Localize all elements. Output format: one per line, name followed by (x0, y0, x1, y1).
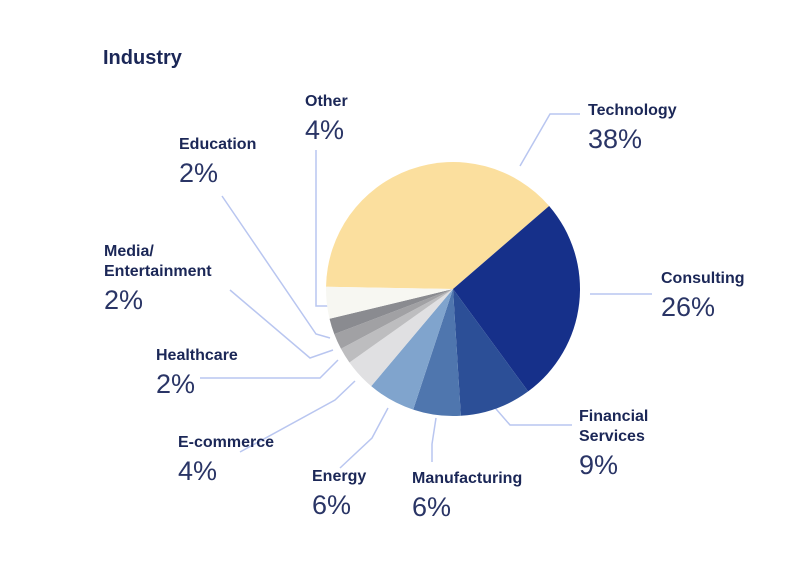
pie-slice-technology (326, 161, 550, 289)
label-consulting: Consulting 26% (661, 269, 745, 323)
chart-title: Industry (103, 47, 182, 69)
label-media-entertainment: Media/ Entertainment 2% (104, 242, 212, 316)
slice-value: 6% (412, 492, 452, 522)
slice-label-line: Services (579, 428, 645, 445)
leader-line (200, 359, 339, 379)
label-manufacturing: Manufacturing 6% (412, 469, 522, 523)
slice-value: 6% (312, 490, 352, 520)
label-e-commerce: E-commerce 4% (178, 433, 274, 487)
slice-value: 26% (661, 292, 716, 322)
slice-label-line: Financial (579, 408, 649, 425)
leader-line (489, 401, 572, 426)
leader-line (315, 150, 330, 307)
label-financial-services: Financial Services 9% (579, 407, 648, 481)
slice-label: E-commerce (178, 434, 275, 451)
leader-line (221, 195, 331, 339)
leader-line (431, 417, 437, 462)
slice-value: 38% (588, 124, 643, 154)
slice-value: 9% (579, 450, 619, 480)
slice-label: Energy (312, 468, 367, 485)
pie-slice-financial-services (453, 289, 529, 416)
leader-line (519, 113, 580, 167)
leader-line (239, 380, 356, 453)
pie-slice-manufacturing (413, 289, 461, 416)
label-healthcare: Healthcare 2% (156, 346, 238, 400)
slice-label-line: Media/ (104, 243, 154, 260)
pie-slice-consulting (453, 205, 580, 392)
slice-label: Technology (588, 102, 677, 119)
label-other: Other 4% (305, 92, 348, 146)
slice-value: 2% (179, 158, 219, 188)
pie-slice-media-entertainment (334, 289, 453, 349)
slice-label: Healthcare (156, 347, 238, 364)
pie-slice-energy (371, 289, 453, 410)
slice-label: Education (179, 136, 257, 153)
slice-label: Other (305, 93, 348, 110)
pie-slice-other (326, 286, 453, 319)
label-education: Education 2% (179, 135, 256, 189)
leader-line (229, 289, 334, 359)
pie-slice-education (329, 289, 453, 335)
slice-value: 4% (178, 456, 218, 486)
slice-label: Manufacturing (412, 470, 523, 487)
slice-value: 4% (305, 115, 345, 145)
slice-label-line: Entertainment (104, 263, 212, 280)
slice-value: 2% (156, 369, 196, 399)
label-energy: Energy 6% (312, 467, 366, 521)
leader-line (339, 407, 389, 469)
label-technology: Technology 38% (588, 101, 677, 155)
pie-slice-e-commerce (349, 289, 453, 387)
slice-value: 2% (104, 285, 144, 315)
slice-label: Consulting (661, 270, 745, 287)
pie-slice-healthcare (340, 289, 453, 363)
